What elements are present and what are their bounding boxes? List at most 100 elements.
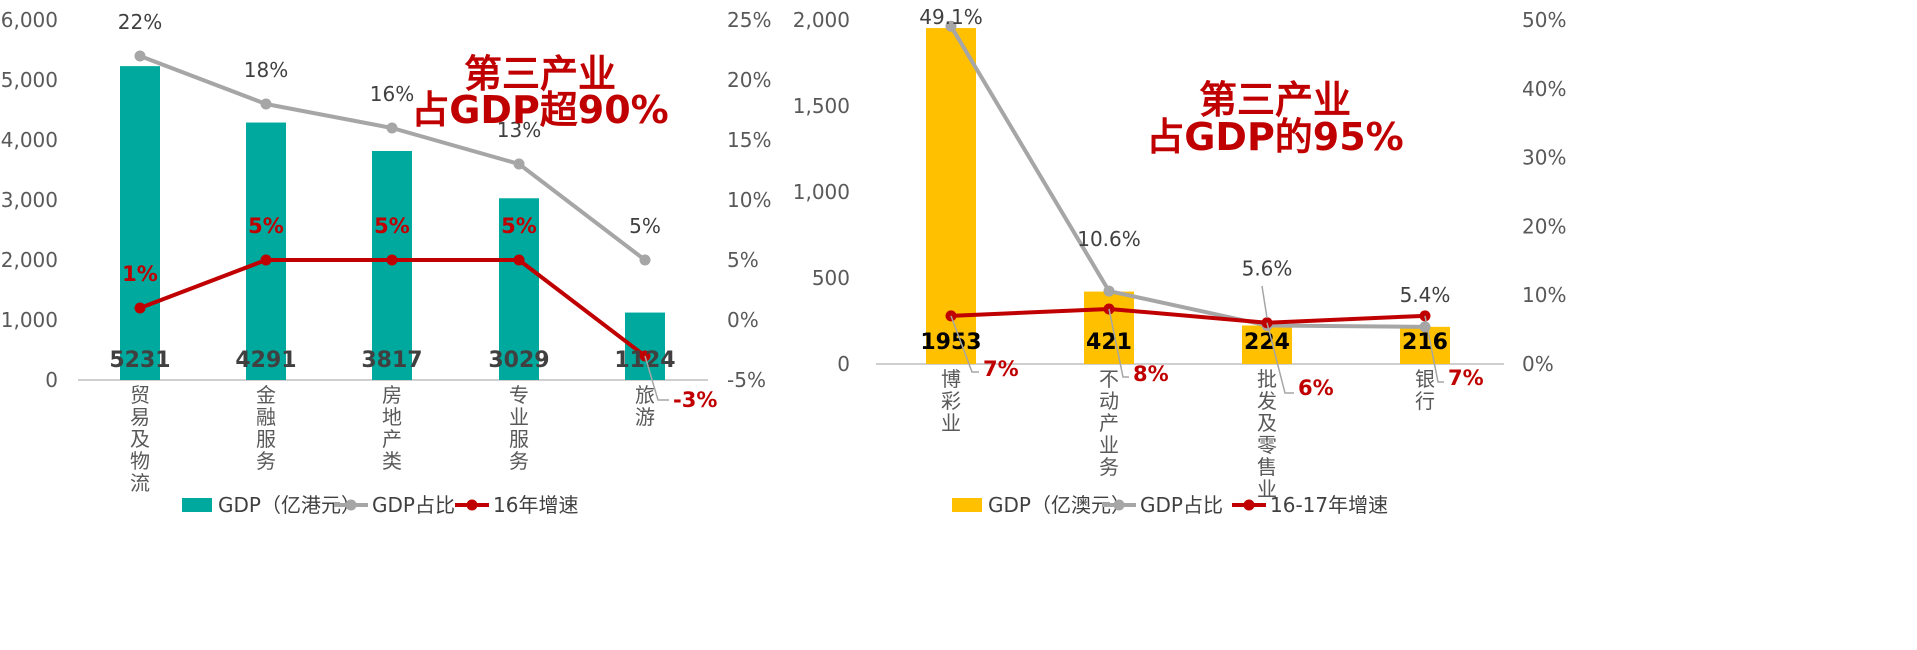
bar <box>1242 325 1292 364</box>
category-label-char: 发 <box>1257 389 1277 413</box>
bar <box>120 66 160 380</box>
left-axis: 0 500 1,000 1,500 2,000 <box>793 8 850 376</box>
growth-value-label: 5% <box>374 214 410 238</box>
share-point <box>386 122 398 134</box>
right-tick-label: 15% <box>727 128 771 152</box>
left-tick-label: 500 <box>812 266 850 290</box>
category-label-char: 零 <box>1257 433 1277 457</box>
category-label-char: 行 <box>1415 389 1435 413</box>
category-label-char: 动 <box>1099 389 1119 413</box>
category-label-char: 务 <box>1099 455 1119 479</box>
bar-value-label: 224 <box>1244 330 1290 355</box>
right-tick-label: 30% <box>1522 146 1566 170</box>
category-label-char: 服 <box>256 427 276 451</box>
category-label-char: 金 <box>256 383 276 407</box>
bar-value-label: 3817 <box>361 348 422 373</box>
bar <box>246 122 286 380</box>
growth-value-labels: 1% 5% 5% 5% -3% <box>122 214 717 412</box>
category-label-char: 物 <box>130 449 150 473</box>
share-point <box>260 98 272 110</box>
growth-line <box>950 306 1426 325</box>
category-label-char: 及 <box>1257 411 1277 435</box>
category-label: 旅游 <box>635 383 655 429</box>
legend-swatch-bar <box>952 498 982 512</box>
category-label: 不动产业务 <box>1099 367 1119 479</box>
category-label-char: 融 <box>256 405 276 429</box>
right-tick-label: -5% <box>727 368 766 392</box>
category-label-char: 地 <box>382 405 402 429</box>
category-label-char: 旅 <box>635 383 655 407</box>
growth-value-label: 7% <box>1448 366 1484 390</box>
left-axis: 0 1,000 2,000 3,000 4,000 5,000 6,000 <box>1 8 58 392</box>
right-tick-label: 20% <box>727 68 771 92</box>
category-label-char: 银 <box>1415 367 1435 391</box>
category-label-char: 务 <box>256 449 276 473</box>
share-value-label: 5% <box>629 214 661 238</box>
left-tick-label: 3,000 <box>1 188 58 212</box>
category-label-char: 业 <box>941 411 961 435</box>
right-tick-label: 20% <box>1522 214 1566 238</box>
legend-swatch-marker <box>1113 499 1125 511</box>
category-label-char: 贸 <box>130 383 150 407</box>
share-value-label: 16% <box>370 82 414 106</box>
share-point <box>134 50 146 62</box>
growth-leader-line <box>1108 308 1129 378</box>
category-label: 专业服务 <box>509 383 529 473</box>
annotation-line: 第三产业 <box>1199 78 1351 122</box>
right-tick-label: 10% <box>1522 283 1566 307</box>
legend-swatch-marker <box>1243 499 1255 511</box>
bar-value-label: 216 <box>1402 330 1448 355</box>
growth-value-label: 5% <box>248 214 284 238</box>
bar-value-label: 5231 <box>109 348 170 373</box>
right-tick-label: 10% <box>727 188 771 212</box>
share-leader-line <box>1261 285 1268 319</box>
share-value-label: 49.1% <box>919 5 983 29</box>
bar <box>499 198 539 380</box>
share-series <box>945 20 1431 333</box>
left-tick-label: 2,000 <box>793 8 850 32</box>
growth-leader-line <box>1266 322 1294 394</box>
bar-value-label: 3029 <box>488 348 549 373</box>
left-tick-label: 1,000 <box>1 308 58 332</box>
category-label-char: 服 <box>509 427 529 451</box>
category-label: 批发及零售业 <box>1257 367 1277 501</box>
growth-value-label: 5% <box>501 214 537 238</box>
growth-leader-line <box>950 315 979 373</box>
annotation-line: 占GDP超90% <box>411 88 669 132</box>
category-label: 博彩业 <box>941 367 961 435</box>
left-tick-label: 2,000 <box>1 248 58 272</box>
growth-value-label: 8% <box>1133 362 1169 386</box>
share-value-label: 10.6% <box>1077 227 1141 251</box>
legend-swatch-bar <box>182 498 212 512</box>
share-point <box>639 254 651 266</box>
share-point <box>945 20 957 32</box>
legend-swatch-marker <box>345 499 357 511</box>
share-value-labels: 49.1% 10.6% 5.6% 5.4% <box>919 5 1450 319</box>
growth-value-labels: 7% 8% 6% 7% <box>950 308 1484 400</box>
legend-label: 16-17年增速 <box>1270 493 1388 517</box>
right-axis: -5% 0% 5% 10% 15% 20% 25% <box>727 8 771 392</box>
category-label-char: 售 <box>1257 455 1277 479</box>
legend: GDP（亿澳元） GDP占比 16-17年增速 <box>952 493 1388 517</box>
category-label-char: 类 <box>382 449 402 473</box>
category-labels: 贸易及物流 金融服务 房地产类 专业服务 旅游 <box>130 383 655 495</box>
growth-leader-line <box>1424 315 1444 383</box>
right-tick-label: 0% <box>1522 352 1554 376</box>
bar-value-label: 1124 <box>614 348 675 373</box>
bar <box>926 28 976 365</box>
bar-value-labels: 1953 421 224 216 <box>920 330 1448 355</box>
growth-point <box>134 302 146 314</box>
category-label-char: 专 <box>509 383 529 407</box>
growth-value-label: 7% <box>983 357 1019 381</box>
annotation-line: 第三产业 <box>464 52 616 96</box>
category-label: 银行 <box>1415 367 1435 413</box>
bar-value-label: 4291 <box>235 348 296 373</box>
growth-point <box>386 254 398 266</box>
left-tick-label: 0 <box>45 368 58 392</box>
chart-1: 0 1,000 2,000 3,000 4,000 5,000 6,000 -5% 0% 5% 10… <box>1 8 772 517</box>
left-tick-label: 1,000 <box>793 180 850 204</box>
